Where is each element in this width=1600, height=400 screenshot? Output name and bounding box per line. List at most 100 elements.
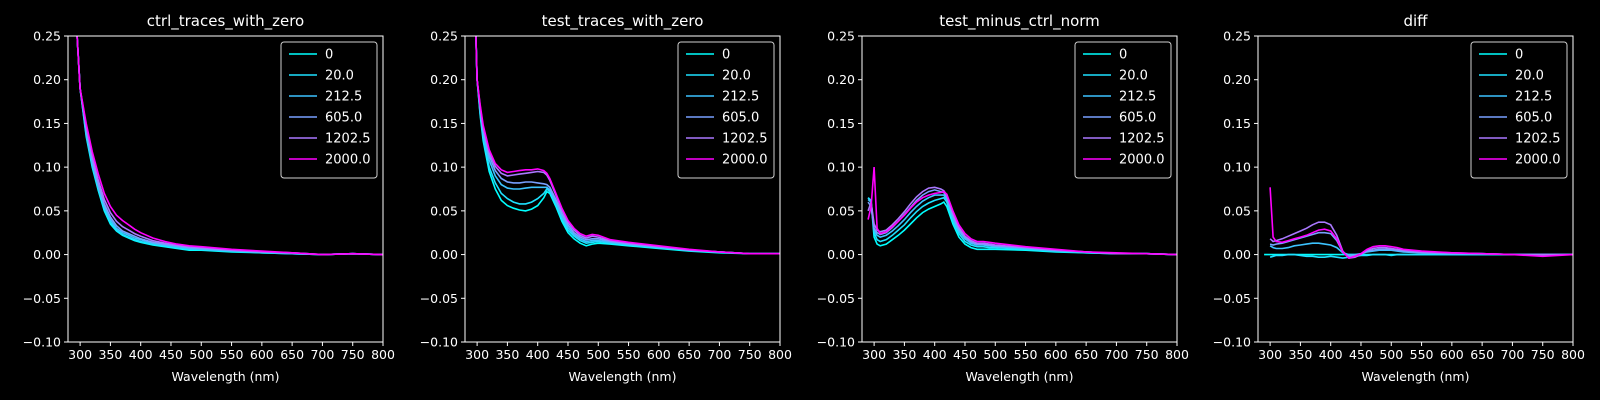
x-tick-label: 450: [556, 347, 580, 362]
legend-box: [1470, 41, 1568, 179]
chart-title: test_traces_with_zero: [542, 12, 704, 31]
legend-label: 0: [722, 48, 730, 63]
x-tick-label: 350: [1288, 347, 1312, 362]
y-tick-label: 0.20: [1223, 72, 1251, 87]
x-tick-label: 300: [862, 347, 886, 362]
y-tick-label: 0.00: [1223, 247, 1251, 262]
x-tick-label: 550: [1014, 347, 1038, 362]
x-tick-label: 500: [1379, 347, 1403, 362]
x-tick-label: 700: [707, 347, 731, 362]
series-line-1: [867, 197, 1177, 256]
legend-label: 605.0: [1119, 111, 1156, 126]
x-axis-label: Wavelength (nm): [569, 369, 677, 384]
x-tick-label: 500: [983, 347, 1007, 362]
x-tick-label: 750: [1135, 347, 1159, 362]
chart-panel-1: ctrl_traces_with_zero −0.10 −0.05 0.00 0.05 0…: [23, 12, 395, 384]
legend-box: [280, 41, 378, 179]
y-tick-label: 0.05: [827, 203, 855, 218]
y-tick-label: 0.00: [430, 247, 458, 262]
series-group: [1264, 187, 1573, 260]
plot-frame: [1257, 35, 1574, 343]
series-line-5: [867, 186, 1177, 256]
x-tick-label: 350: [892, 347, 916, 362]
x-tick-label: 650: [280, 347, 304, 362]
y-tick-label: 0.05: [430, 203, 458, 218]
y-tick-label: −0.05: [23, 291, 61, 306]
series-line-4: [1269, 231, 1573, 258]
x-tick-label: 450: [953, 347, 977, 362]
x-tick-label: 400: [129, 347, 153, 362]
y-tick-label: −0.10: [1213, 335, 1251, 350]
legend-label: 1202.5: [1119, 132, 1165, 147]
x-tick-label: 600: [250, 347, 274, 362]
series-line-3: [867, 194, 1177, 256]
y-tick-label: 0.25: [430, 29, 458, 44]
x-tick-label: 750: [738, 347, 762, 362]
y-tick-label: −0.05: [420, 291, 458, 306]
chart-panel-3: test_minus_ctrl_norm −0.10 −0.05 0.00 0.05 0.…: [817, 12, 1189, 384]
x-tick-label: 750: [1531, 347, 1555, 362]
legend-label: 0: [1119, 48, 1127, 63]
legend: 0 20.0 212.5 605.0 1202.5 2000.0: [677, 41, 775, 179]
legend-label: 2000.0: [1119, 153, 1165, 168]
x-tick-label: 800: [371, 347, 395, 362]
series-line-4: [475, 36, 780, 255]
series-group: [867, 167, 1177, 256]
x-tick-label: 400: [1319, 347, 1343, 362]
legend-box: [677, 41, 775, 179]
legend-label: 0: [325, 48, 333, 63]
x-tick-label: 450: [159, 347, 183, 362]
legend-label: 1202.5: [1515, 132, 1561, 147]
legend-label: 2000.0: [1515, 153, 1561, 168]
chart-panel-4: diff −0.10 −0.05 0.00 0.05 0.10 0.15 0.20 0.25 30…: [1213, 12, 1585, 384]
legend-label: 605.0: [325, 111, 362, 126]
x-tick-label: 600: [647, 347, 671, 362]
x-tick-label: 400: [526, 347, 550, 362]
y-tick-label: −0.10: [420, 335, 458, 350]
legend-label: 1202.5: [722, 132, 768, 147]
x-tick-label: 550: [220, 347, 244, 362]
legend-label: 605.0: [1515, 111, 1552, 126]
y-tick-label: 0.20: [827, 72, 855, 87]
y-tick-label: 0.15: [1223, 116, 1251, 131]
plot-frame: [861, 35, 1178, 343]
x-tick-label: 800: [1561, 347, 1585, 362]
x-axis-label: Wavelength (nm): [1362, 369, 1470, 384]
y-tick-label: 0.10: [33, 160, 61, 175]
x-tick-label: 700: [1104, 347, 1128, 362]
y-tick-label: 0.25: [33, 29, 61, 44]
legend-label: 212.5: [325, 90, 362, 105]
x-tick-label: 650: [677, 347, 701, 362]
y-tick-label: 0.25: [1223, 29, 1251, 44]
y-tick-label: −0.05: [817, 291, 855, 306]
chart-title: diff: [1403, 12, 1428, 30]
x-tick-label: 600: [1044, 347, 1068, 362]
y-tick-label: 0.05: [1223, 203, 1251, 218]
series-line-6: [867, 167, 1177, 256]
x-tick-label: 350: [495, 347, 519, 362]
y-tick-label: −0.10: [817, 335, 855, 350]
y-tick-label: 0.05: [33, 203, 61, 218]
y-tick-label: 0.10: [1223, 160, 1251, 175]
x-axis-label: Wavelength (nm): [172, 369, 280, 384]
legend-label: 0: [1515, 48, 1523, 63]
x-tick-label: 800: [1165, 347, 1189, 362]
legend: 0 20.0 212.5 605.0 1202.5 2000.0: [1470, 41, 1568, 179]
plot-frame: [464, 35, 781, 343]
x-tick-label: 300: [1258, 347, 1282, 362]
y-tick-label: 0.15: [827, 116, 855, 131]
series-group: [76, 36, 383, 256]
x-tick-label: 550: [1410, 347, 1434, 362]
legend: 0 20.0 212.5 605.0 1202.5 2000.0: [1074, 41, 1172, 179]
y-tick-label: 0.15: [33, 116, 61, 131]
y-tick-label: 0.00: [827, 247, 855, 262]
legend-label: 20.0: [1119, 69, 1148, 84]
x-tick-label: 700: [1500, 347, 1524, 362]
legend-label: 2000.0: [325, 153, 371, 168]
legend-label: 2000.0: [722, 153, 768, 168]
series-line-6: [475, 36, 780, 255]
legend: 0 20.0 212.5 605.0 1202.5 2000.0: [280, 41, 378, 179]
x-tick-label: 650: [1074, 347, 1098, 362]
x-tick-label: 750: [341, 347, 365, 362]
legend-label: 20.0: [722, 69, 751, 84]
